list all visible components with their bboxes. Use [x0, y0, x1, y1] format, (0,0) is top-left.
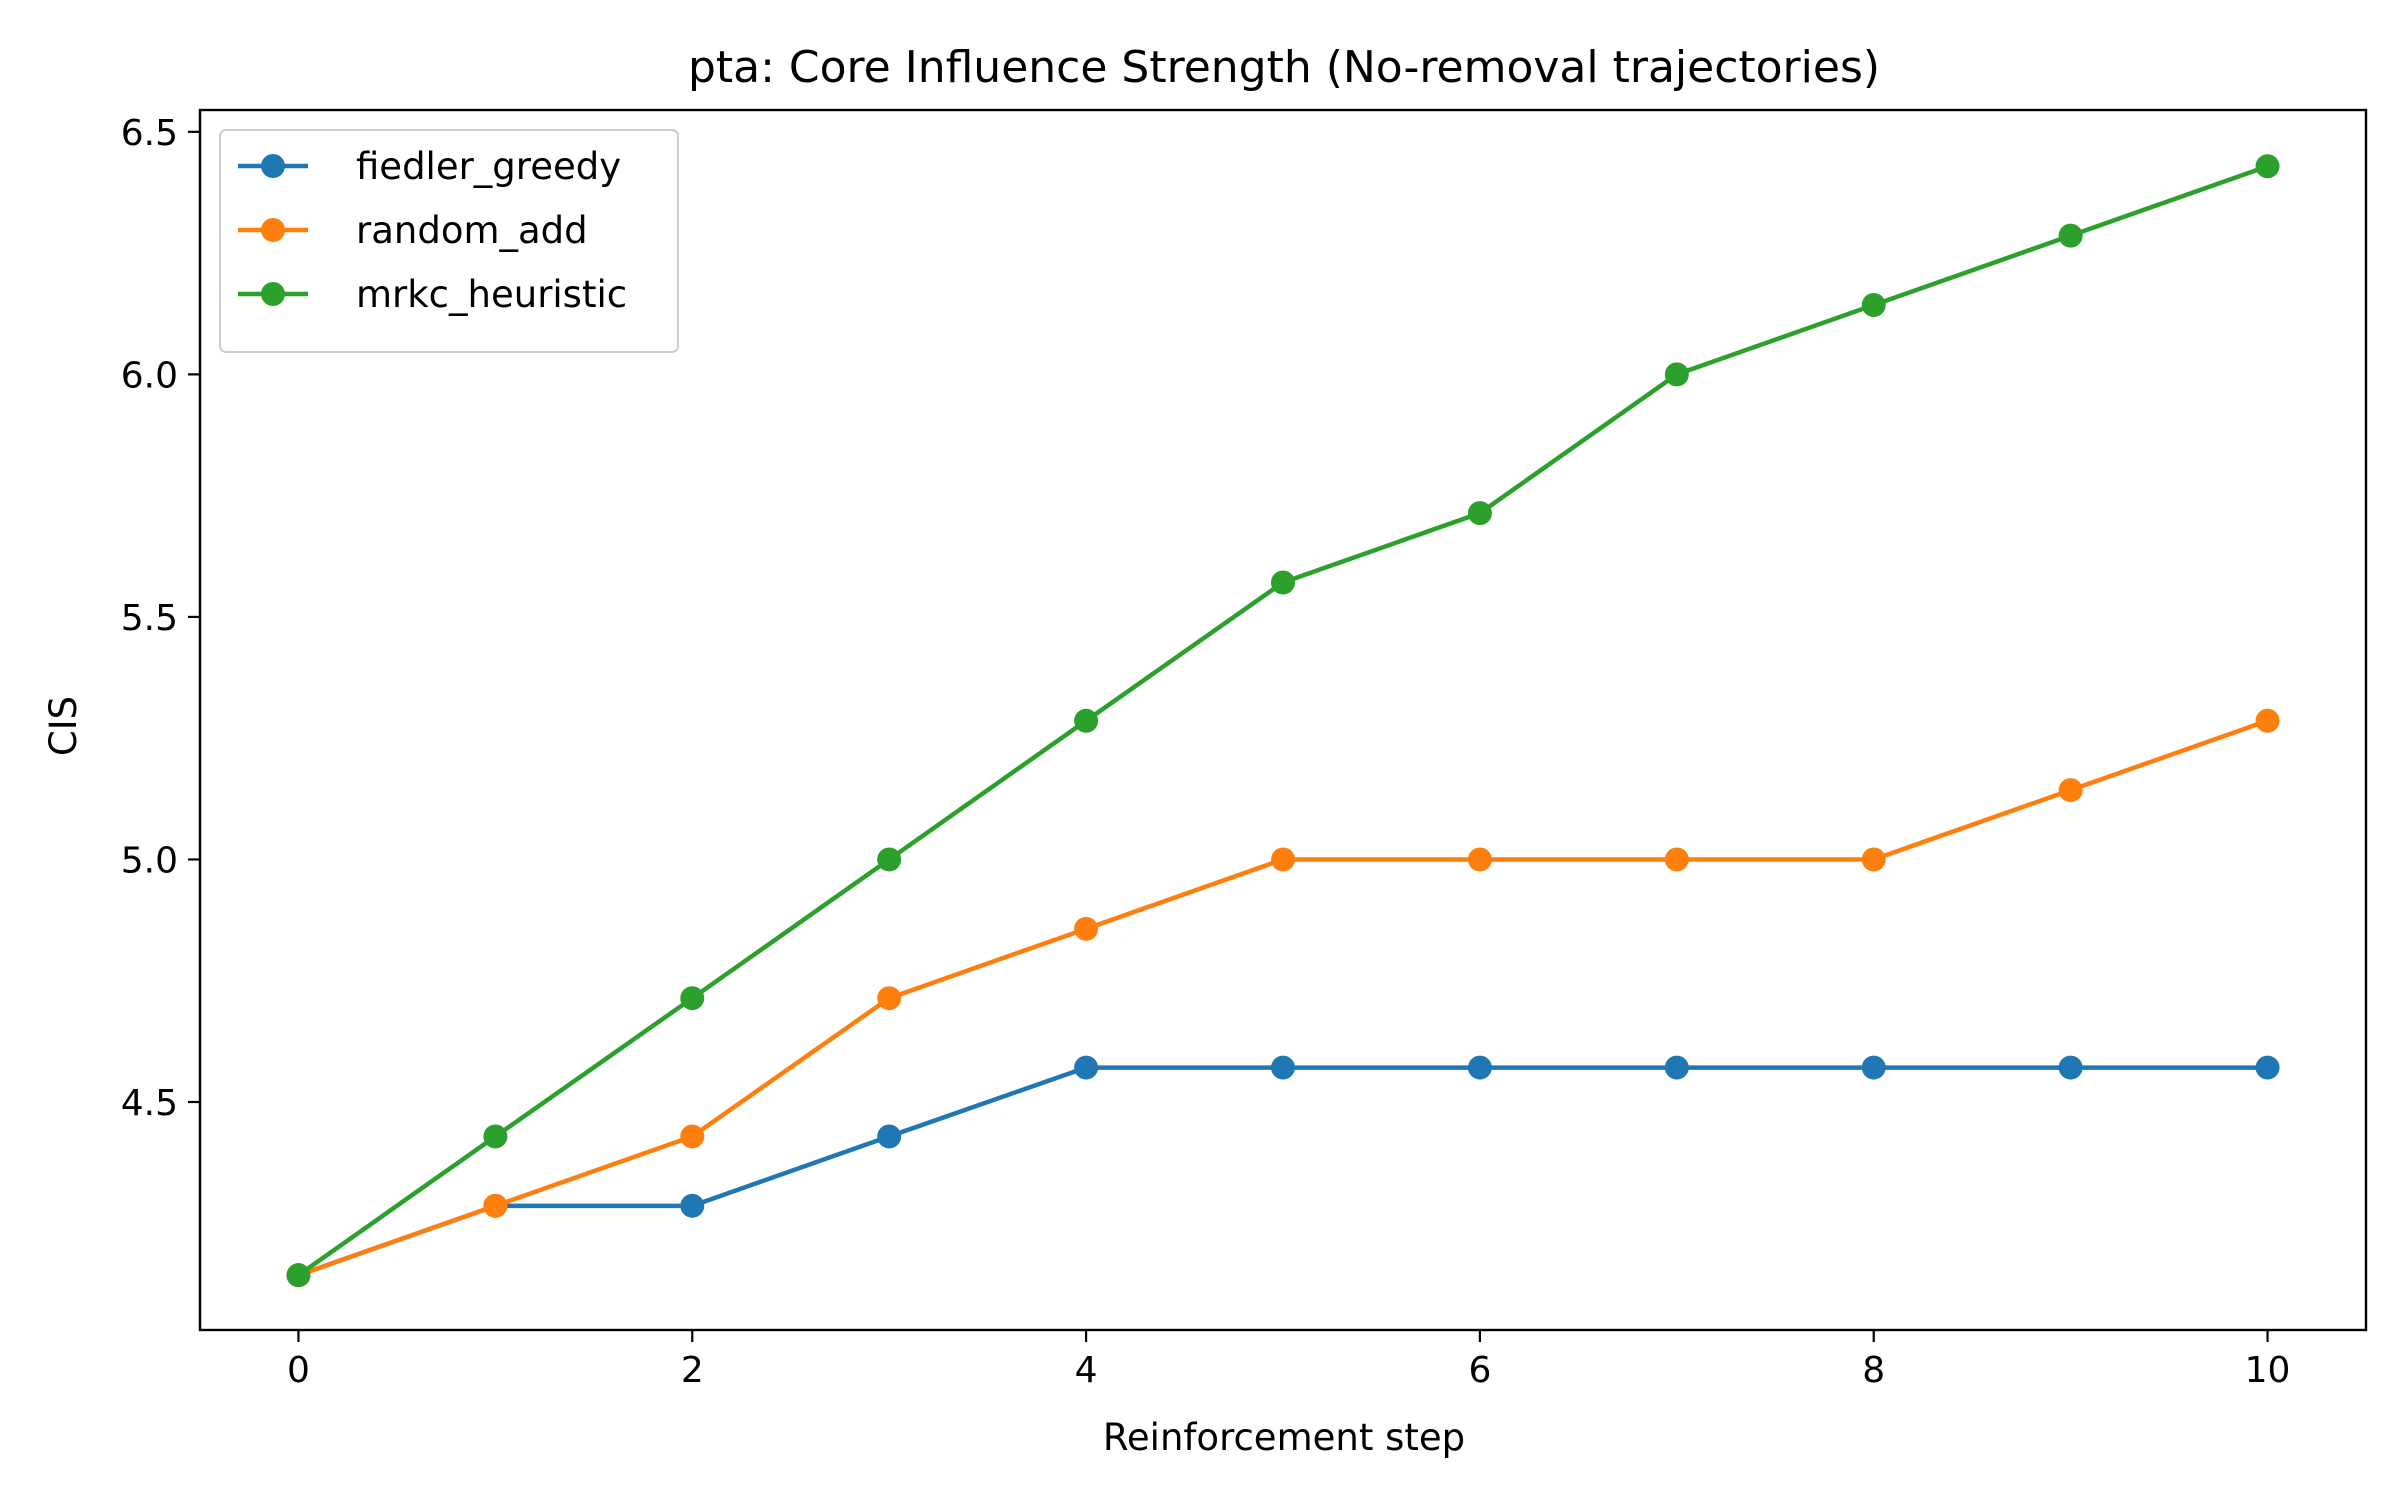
legend-label: mrkc_heuristic: [356, 273, 627, 316]
data-point-fiedler_greedy: [680, 1193, 705, 1218]
data-point-fiedler_greedy: [1074, 1055, 1099, 1080]
data-point-random_add: [1074, 916, 1099, 941]
legend: fiedler_greedy random_add mrkc_heuristic: [219, 129, 679, 353]
data-point-random_add: [680, 1124, 705, 1149]
x-tick-label: 6: [1468, 1350, 1491, 1391]
data-point-fiedler_greedy: [1467, 1055, 1492, 1080]
x-axis-label: Reinforcement step: [1103, 1416, 1465, 1459]
legend-item-fiedler_greedy: fiedler_greedy: [238, 145, 621, 188]
data-point-mrkc_heuristic: [1271, 570, 1295, 595]
data-point-mrkc_heuristic: [286, 1263, 311, 1288]
x-tick-label: 10: [2245, 1350, 2291, 1391]
legend-marker: [261, 154, 285, 178]
data-point-random_add: [1664, 847, 1689, 872]
series-mrkc_heuristic: [286, 154, 2280, 1288]
chart-title: pta: Core Influence Strength (No-removal…: [688, 42, 1880, 93]
legend-item-mrkc_heuristic: mrkc_heuristic: [238, 273, 627, 316]
legend-marker: [261, 218, 285, 242]
data-point-fiedler_greedy: [1861, 1055, 1886, 1080]
data-point-fiedler_greedy: [877, 1124, 902, 1149]
x-tick-label: 0: [287, 1350, 310, 1391]
data-point-random_add: [2255, 708, 2280, 733]
data-point-random_add: [877, 986, 902, 1011]
x-tick-label: 8: [1862, 1350, 1885, 1391]
data-point-random_add: [1271, 847, 1295, 872]
legend-box: [219, 129, 679, 353]
data-point-fiedler_greedy: [1271, 1055, 1295, 1080]
y-tick-label: 6.5: [121, 113, 178, 154]
legend-label: random_add: [356, 209, 588, 252]
data-point-fiedler_greedy: [2058, 1055, 2083, 1080]
x-axis-ticks: 0 2 4 6 8 10: [287, 1330, 2290, 1391]
data-point-mrkc_heuristic: [2058, 223, 2083, 248]
data-point-random_add: [1861, 847, 1886, 872]
data-point-mrkc_heuristic: [877, 847, 902, 872]
data-point-mrkc_heuristic: [1861, 293, 1886, 318]
legend-marker: [261, 282, 285, 306]
plot-frame: [198, 108, 2368, 1332]
y-axis-label: CIS: [42, 696, 85, 756]
y-tick-label: 5.5: [121, 598, 178, 639]
data-point-fiedler_greedy: [2255, 1055, 2280, 1080]
data-point-mrkc_heuristic: [1664, 362, 1689, 387]
data-point-mrkc_heuristic: [680, 986, 705, 1011]
data-point-mrkc_heuristic: [1074, 708, 1099, 733]
y-tick-label: 6.0: [121, 355, 178, 396]
x-tick-label: 4: [1075, 1350, 1098, 1391]
data-point-random_add: [483, 1193, 508, 1218]
plot-area: [198, 108, 2368, 1332]
series-layer: [286, 154, 2280, 1288]
data-point-random_add: [1467, 847, 1492, 872]
data-point-random_add: [2058, 778, 2083, 803]
y-axis-ticks: 4.5 5.0 5.5 6.0 6.5: [121, 113, 200, 1124]
y-tick-label: 4.5: [121, 1083, 178, 1124]
legend-item-random_add: random_add: [238, 209, 588, 252]
y-tick-label: 5.0: [121, 840, 178, 881]
data-point-mrkc_heuristic: [1467, 501, 1492, 526]
data-point-mrkc_heuristic: [2255, 154, 2280, 179]
x-tick-label: 2: [681, 1350, 704, 1391]
data-point-mrkc_heuristic: [483, 1124, 508, 1149]
data-point-fiedler_greedy: [1664, 1055, 1689, 1080]
legend-label: fiedler_greedy: [356, 145, 621, 188]
